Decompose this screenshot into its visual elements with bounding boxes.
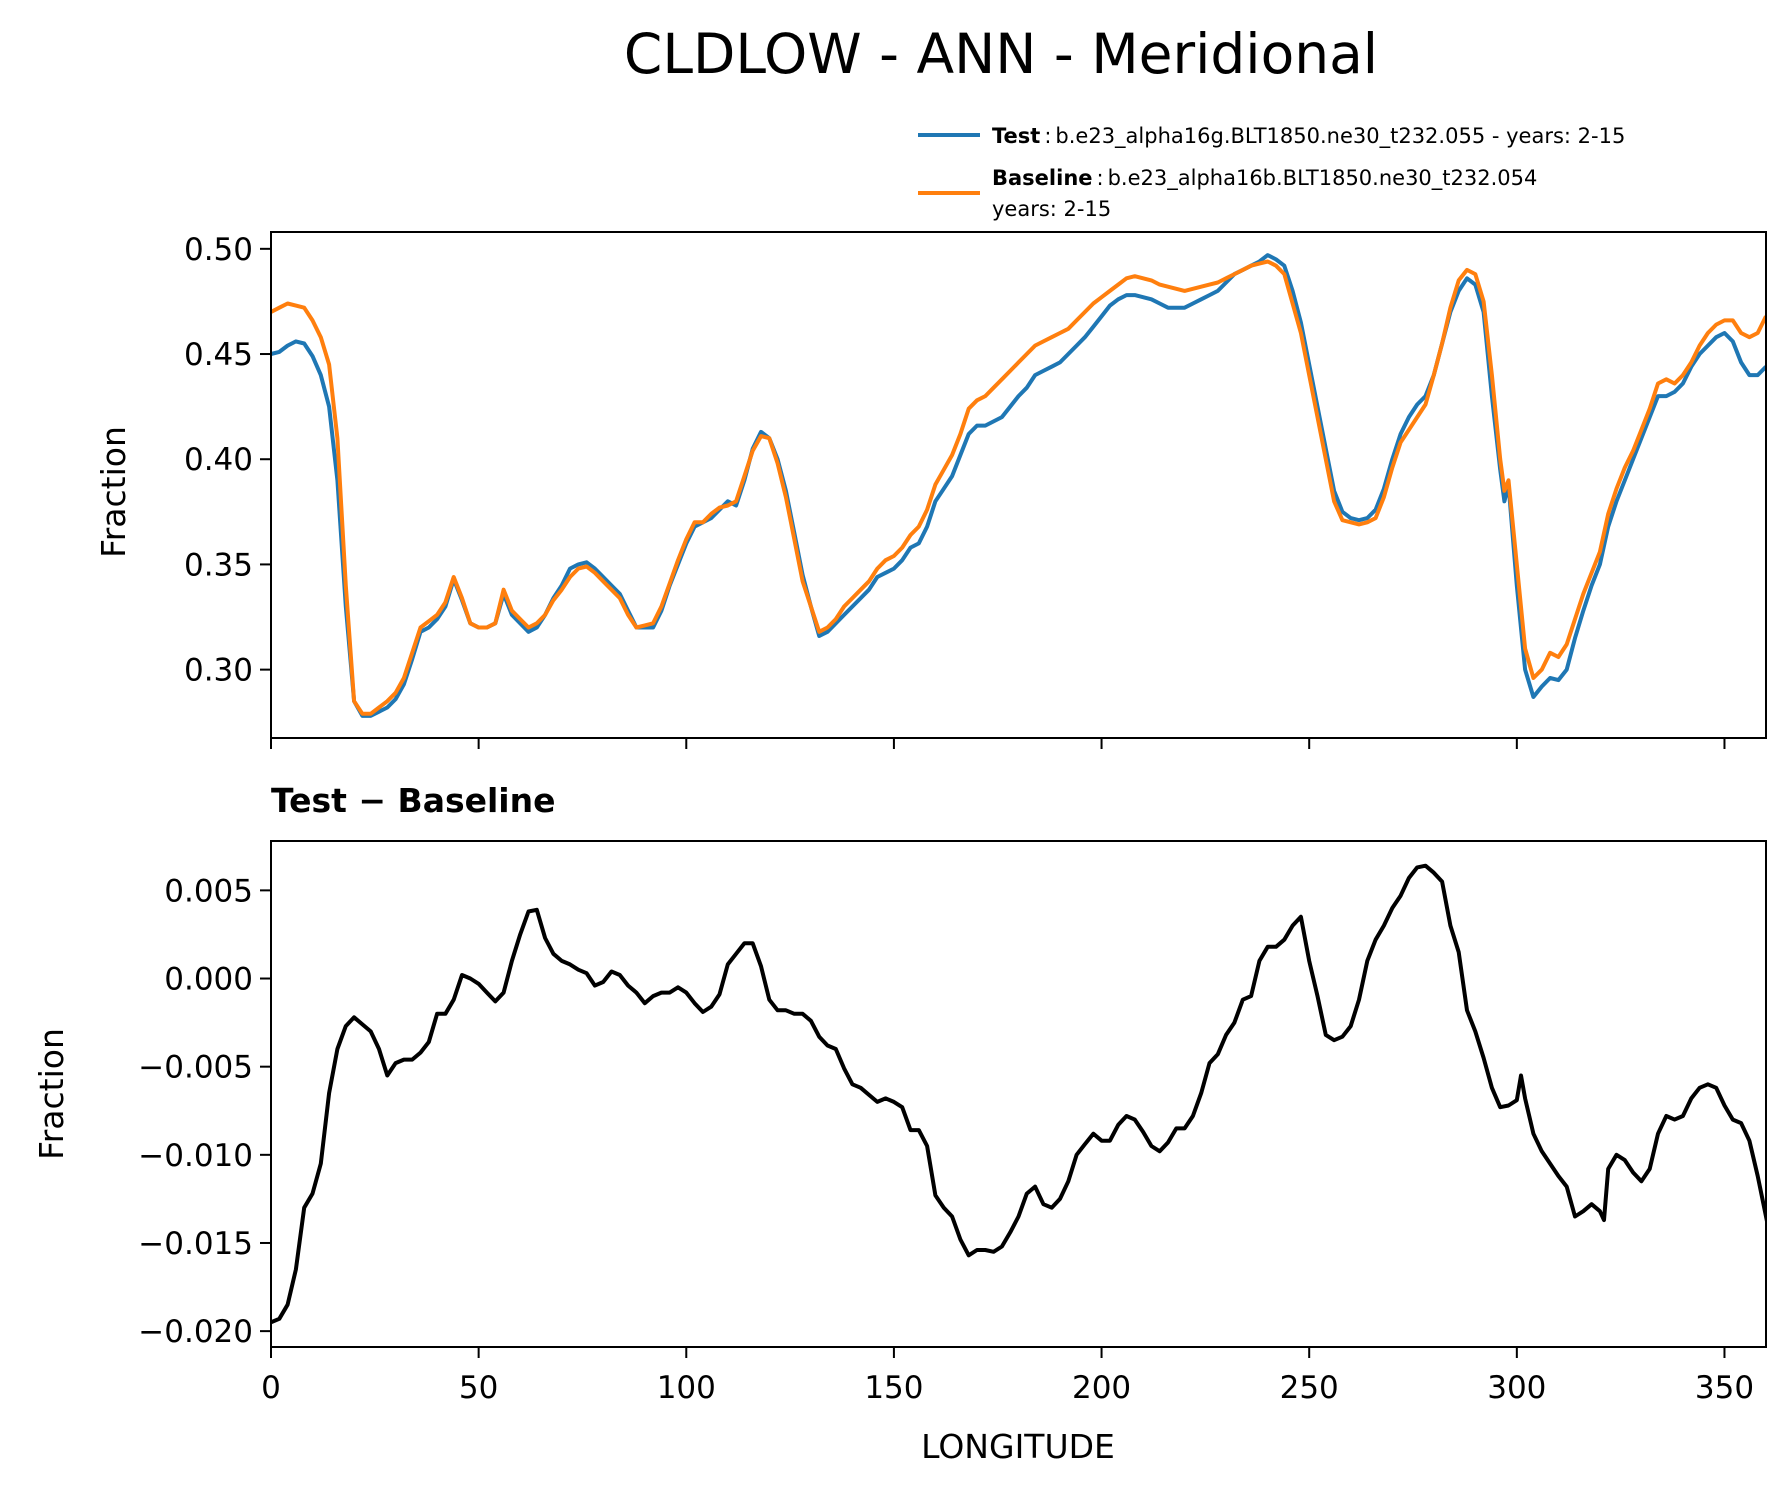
top-series-lines: [271, 253, 1766, 718]
series-line-baseline: [271, 259, 1766, 716]
x-tick-label: 200: [1072, 1370, 1131, 1406]
legend-entry-test-name: Test: [992, 124, 1040, 148]
bottom-plot-frame: [270, 840, 1767, 1348]
legend-entry-test-sep: :: [1044, 124, 1051, 148]
y-tick-label: 0.000: [164, 962, 253, 998]
y-tick-label: −0.005: [138, 1050, 253, 1086]
x-axis-label: LONGITUDE: [921, 1427, 1115, 1466]
series-line-diff: [271, 863, 1766, 1325]
y-tick-label: 0.45: [184, 337, 253, 373]
top-y-ticks: 0.30 0.35 0.40 0.45 0.50: [184, 232, 271, 689]
x-tick-label: 0: [261, 1370, 281, 1406]
legend-entry-baseline-desc2: years: 2-15: [992, 197, 1111, 221]
x-tick-label: 50: [459, 1370, 498, 1406]
x-tick-label: 300: [1487, 1370, 1546, 1406]
y-tick-label: −0.010: [138, 1138, 253, 1174]
x-tick-label: 350: [1695, 1370, 1754, 1406]
top-x-ticks: [270, 738, 1726, 749]
bottom-panel: Test − Baseline 0.005 0.000 −0.005 −0.010 −0…: [32, 781, 1767, 1466]
x-tick-label: 100: [657, 1370, 716, 1406]
top-panel: 0.30 0.35 0.40 0.45 0.50 Fraction: [94, 231, 1767, 749]
y-tick-label: 0.40: [184, 442, 253, 478]
y-tick-label: 0.30: [184, 653, 253, 689]
legend-entry-baseline: Baseline: b.e23_alpha16b.BLT1850.ne30_t23…: [992, 166, 1537, 191]
bottom-x-ticks: 0 50 100 150 200 250 300 350: [261, 1347, 1754, 1406]
legend-entry-test: Test: b.e23_alpha16g.BLT1850.ne30_t232.05…: [992, 124, 1625, 149]
top-plot-frame: [270, 231, 1767, 739]
y-tick-label: 0.005: [164, 873, 253, 909]
legend-entry-baseline-name: Baseline: [992, 166, 1093, 190]
y-tick-label: −0.015: [138, 1226, 253, 1262]
legend-entry-baseline-desc: b.e23_alpha16b.BLT1850.ne30_t232.054: [1108, 166, 1538, 191]
x-tick-label: 150: [864, 1370, 923, 1406]
bottom-y-ticks: 0.005 0.000 −0.005 −0.010 −0.015 −0.020: [138, 873, 271, 1350]
bottom-series-lines: [271, 863, 1766, 1325]
legend-entry-test-desc: b.e23_alpha16g.BLT1850.ne30_t232.055 - y…: [1055, 124, 1625, 149]
chart-title: CLDLOW - ANN - Meridional: [624, 22, 1378, 86]
legend: Test: b.e23_alpha16g.BLT1850.ne30_t232.05…: [918, 124, 1625, 221]
y-tick-label: 0.35: [184, 547, 253, 583]
top-y-axis-label: Fraction: [94, 426, 133, 558]
bottom-panel-title: Test − Baseline: [271, 781, 556, 820]
y-tick-label: −0.020: [138, 1314, 253, 1350]
y-tick-label: 0.50: [184, 232, 253, 268]
bottom-y-axis-label: Fraction: [32, 1028, 71, 1160]
x-tick-label: 250: [1280, 1370, 1339, 1406]
legend-entry-baseline-sep: :: [1097, 166, 1104, 190]
